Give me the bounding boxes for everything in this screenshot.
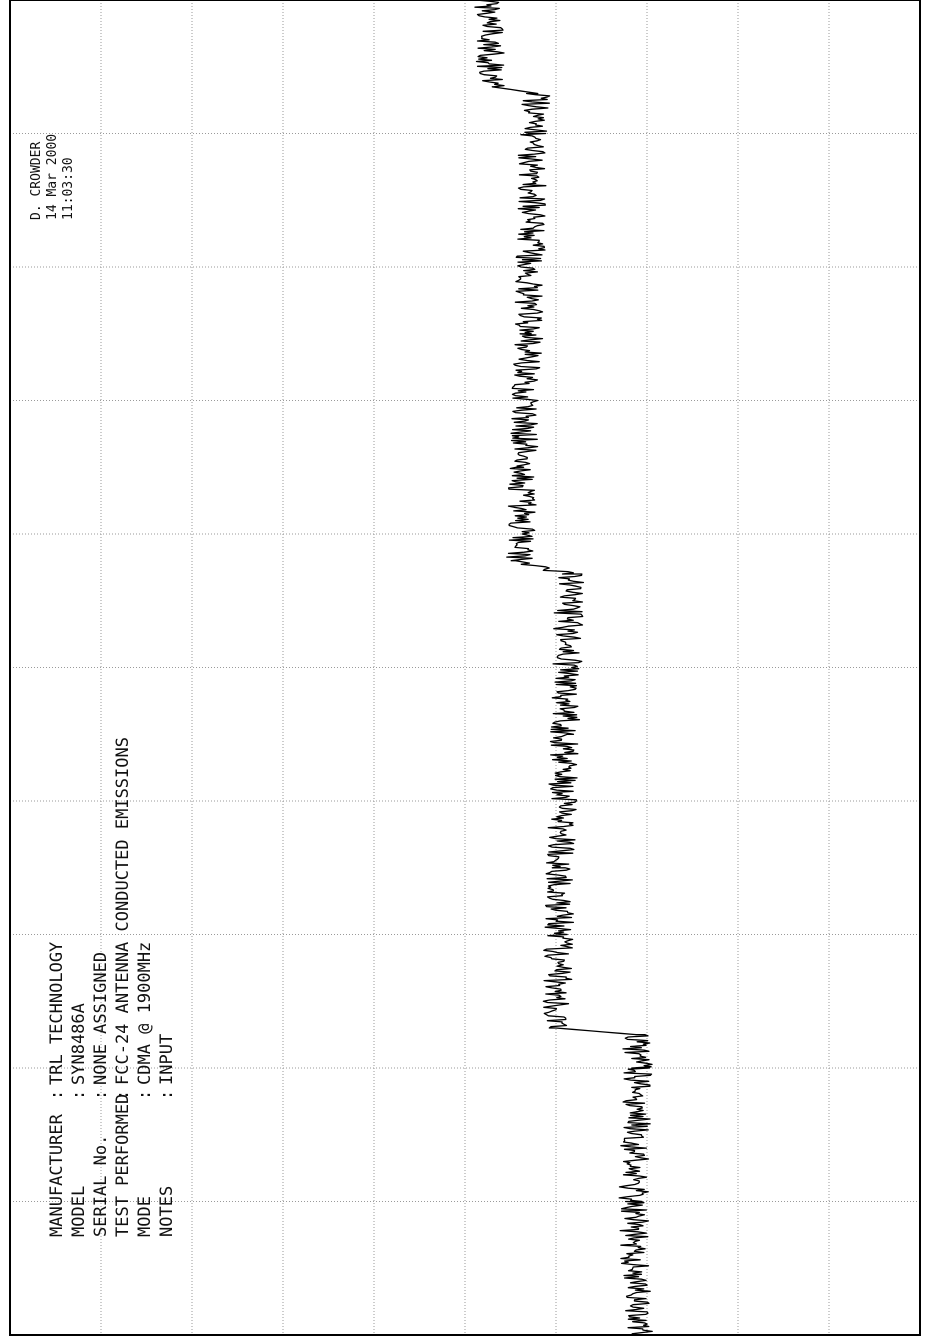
spectrum-trace bbox=[474, 0, 653, 1336]
model-label: MODEL bbox=[69, 1186, 89, 1237]
test-info-block: MANUFACTURER TRL TECHNOLOGY MODEL SYN848… bbox=[47, 737, 177, 1237]
colon-separator: : bbox=[135, 1090, 155, 1100]
model-value: SYN8486A bbox=[69, 1003, 89, 1085]
manufacturer-value: TRL TECHNOLOGY bbox=[47, 942, 67, 1085]
colon-separator: : bbox=[157, 1090, 177, 1100]
operator-signature-block: D. CROWDER 14 Mar 2000 11:03:30 bbox=[29, 134, 76, 220]
test-performed-label: TEST PERFORMED bbox=[113, 1094, 133, 1237]
serial-value: NONE ASSIGNED bbox=[91, 952, 111, 1085]
manufacturer-label: MANUFACTURER bbox=[47, 1113, 67, 1237]
mode-label: MODE bbox=[135, 1196, 155, 1237]
colon-separator: : bbox=[113, 1090, 133, 1100]
operator-name: D. CROWDER bbox=[29, 142, 44, 220]
colon-separator: : bbox=[47, 1090, 67, 1100]
test-performed-value: FCC-24 ANTENNA CONDUCTED EMISSIONS bbox=[113, 737, 133, 1085]
mode-value: CDMA @ 1900MHz bbox=[135, 942, 155, 1085]
spectrum-trace-group bbox=[474, 0, 653, 1336]
serial-label: SERIAL No. bbox=[91, 1135, 111, 1237]
test-time: 11:03:30 bbox=[61, 157, 76, 220]
plot-grid bbox=[10, 0, 920, 1335]
notes-label: NOTES bbox=[157, 1186, 177, 1237]
colon-separator: : bbox=[91, 1090, 111, 1100]
colon-separator: : bbox=[69, 1090, 89, 1100]
notes-value: INPUT bbox=[157, 1034, 177, 1085]
test-date: 14 Mar 2000 bbox=[45, 134, 60, 220]
plot-border bbox=[9, 0, 921, 1336]
